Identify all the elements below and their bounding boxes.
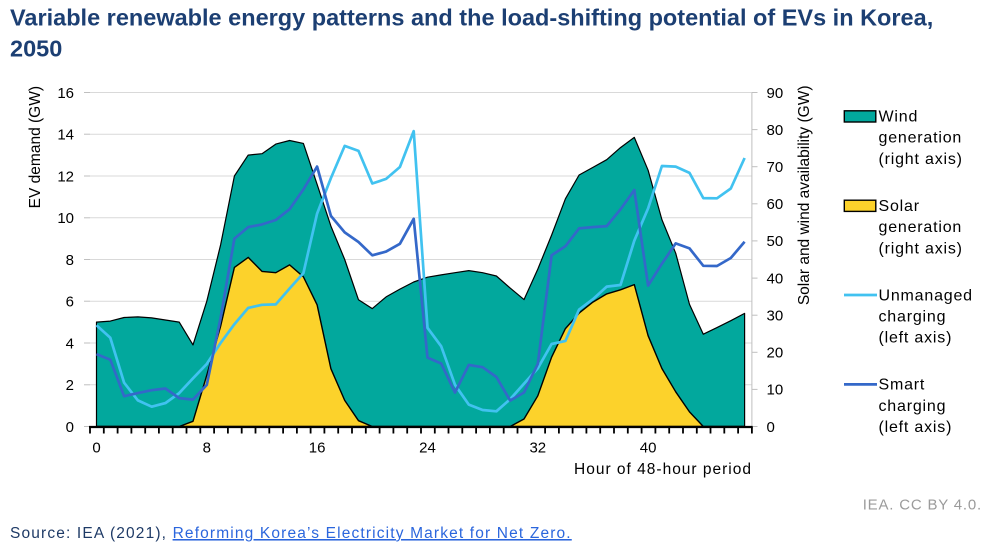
svg-text:(right axis): (right axis): [879, 240, 963, 257]
svg-text:8: 8: [66, 252, 74, 269]
svg-text:EV demand (GW): EV demand (GW): [27, 86, 44, 208]
svg-text:Wind: Wind: [879, 109, 919, 126]
svg-text:14: 14: [57, 127, 74, 144]
svg-text:80: 80: [767, 122, 784, 139]
svg-text:40: 40: [767, 270, 784, 287]
svg-text:16: 16: [309, 440, 326, 457]
svg-text:generation: generation: [879, 130, 963, 147]
svg-text:0: 0: [767, 419, 775, 436]
svg-text:10: 10: [57, 210, 74, 227]
svg-text:(left axis): (left axis): [879, 419, 953, 436]
svg-text:Variable renewable energy patt: Variable renewable energy patterns and t…: [10, 5, 933, 31]
svg-text:generation: generation: [879, 219, 963, 236]
svg-text:IEA. CC BY 4.0.: IEA. CC BY 4.0.: [863, 497, 982, 514]
svg-text:Smart: Smart: [879, 377, 926, 394]
svg-text:50: 50: [767, 233, 784, 250]
svg-text:charging: charging: [879, 398, 947, 415]
svg-text:6: 6: [66, 294, 74, 311]
svg-text:Unmanaged: Unmanaged: [879, 287, 973, 304]
svg-text:40: 40: [640, 440, 657, 457]
svg-text:Solar and wind availability (G: Solar and wind availability (GW): [796, 86, 813, 306]
svg-text:4: 4: [66, 335, 74, 352]
svg-text:16: 16: [57, 85, 74, 102]
svg-text:(right axis): (right axis): [879, 151, 963, 168]
svg-text:70: 70: [767, 159, 784, 176]
svg-text:(left axis): (left axis): [879, 330, 953, 347]
svg-text:Solar: Solar: [879, 198, 920, 215]
svg-text:Hour of 48-hour period: Hour of 48-hour period: [574, 461, 752, 478]
svg-text:12: 12: [57, 168, 74, 185]
svg-text:0: 0: [66, 419, 74, 436]
svg-text:60: 60: [767, 196, 784, 213]
svg-text:30: 30: [767, 308, 784, 325]
svg-text:32: 32: [529, 440, 546, 457]
svg-text:Source: IEA (2021), Reforming: Source: IEA (2021), Reforming Korea’s El…: [10, 525, 572, 542]
svg-text:2050: 2050: [10, 36, 62, 62]
svg-text:10: 10: [767, 382, 784, 399]
svg-text:0: 0: [92, 440, 100, 457]
svg-text:20: 20: [767, 345, 784, 362]
svg-text:90: 90: [767, 85, 784, 102]
svg-text:24: 24: [419, 440, 436, 457]
svg-text:8: 8: [203, 440, 211, 457]
svg-text:2: 2: [66, 377, 74, 394]
svg-text:charging: charging: [879, 309, 947, 326]
